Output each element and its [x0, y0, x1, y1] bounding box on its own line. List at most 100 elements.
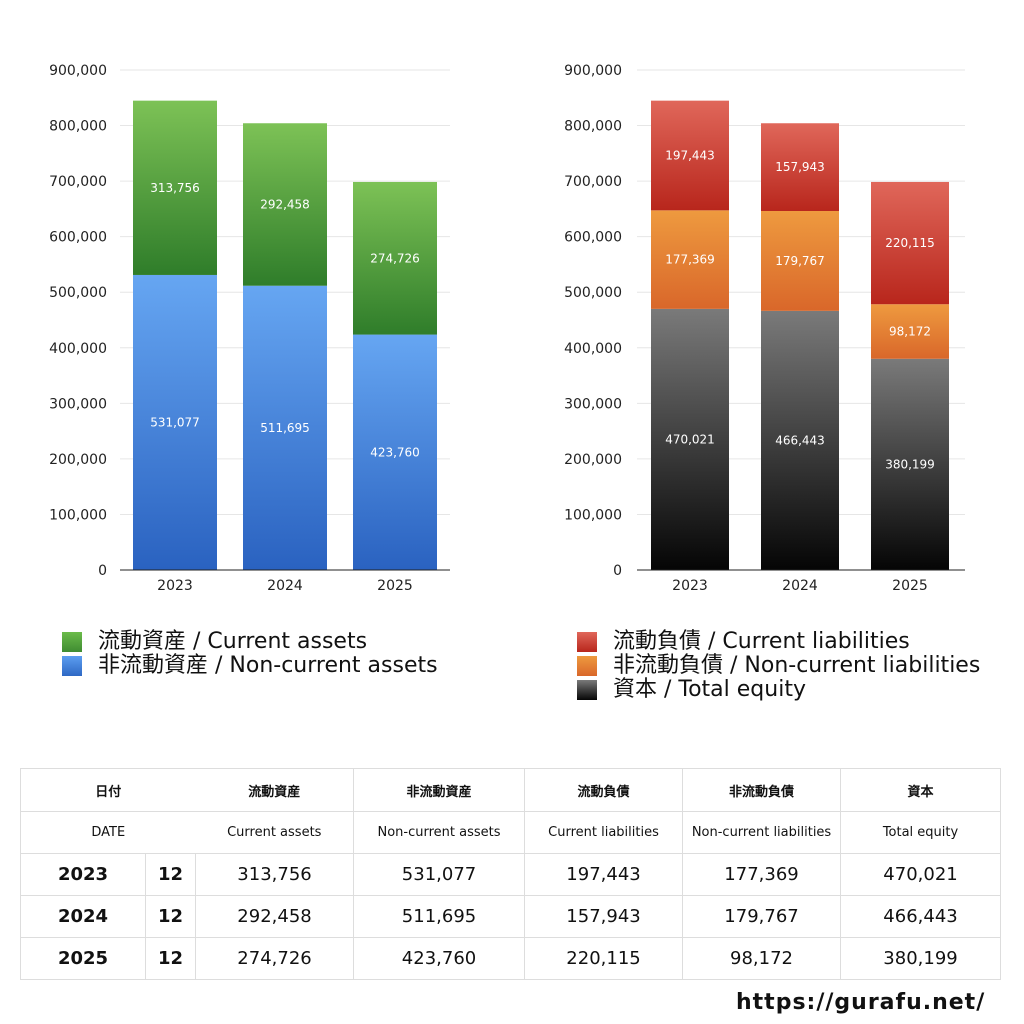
table-header-cell: 資本 — [840, 768, 1002, 812]
bar-segment — [871, 181, 949, 305]
table-header-cell: Non-current assets — [353, 811, 526, 854]
legend-liabilities-equity: 流動負債 / Current liabilities 非流動負債 / Non-c… — [577, 630, 980, 702]
legend-label: 流動資産 / Current assets — [98, 629, 368, 654]
y-tick-label: 500,000 — [49, 285, 107, 301]
y-tick-label: 100,000 — [49, 507, 107, 523]
y-tick-label: 300,000 — [49, 396, 107, 412]
bar-segment — [243, 285, 327, 570]
x-tick-label: 2024 — [782, 578, 818, 594]
table-header-cell: Total equity — [840, 811, 1002, 854]
bar-segment — [243, 123, 327, 286]
table-cell: 177,369 — [682, 853, 842, 896]
bar-segment — [353, 181, 437, 335]
legend-label: 流動負債 / Current liabilities — [613, 629, 910, 654]
legend-swatch — [62, 656, 82, 676]
table-cell: 466,443 — [840, 895, 1002, 938]
bar-segment — [133, 100, 217, 275]
y-tick-label: 600,000 — [49, 230, 107, 246]
table-cell: 197,443 — [524, 853, 684, 896]
table-header-cell: Non-current liabilities — [682, 811, 842, 854]
bar-segment — [651, 100, 729, 211]
table-header-jp: 日付 流動資産 非流動資産 流動負債 非流動負債 資本 — [19, 768, 1002, 812]
legend-swatch — [577, 656, 597, 676]
legend-swatch — [62, 632, 82, 652]
table-header-cell: 日付 — [19, 768, 196, 812]
bar-segment — [651, 308, 729, 570]
data-label: 511,695 — [260, 421, 310, 435]
y-tick-label: 900,000 — [564, 63, 622, 79]
bar-segment — [761, 310, 839, 570]
data-label: 313,756 — [150, 181, 200, 195]
bar-segment — [871, 304, 949, 359]
table-row: 2025 12 274,726 423,760 220,115 98,172 3… — [20, 937, 1002, 980]
table-cell-month: 12 — [144, 895, 197, 938]
data-label: 380,199 — [885, 457, 935, 471]
legend-label: 資本 / Total equity — [613, 677, 806, 702]
legend-swatch — [577, 632, 597, 652]
data-label: 423,760 — [370, 445, 420, 459]
legend-swatch — [577, 680, 597, 700]
table-cell: 292,458 — [195, 895, 355, 938]
table-cell: 274,726 — [195, 937, 355, 980]
y-tick-label: 100,000 — [564, 507, 622, 523]
table-cell: 220,115 — [524, 937, 684, 980]
x-tick-label: 2025 — [892, 578, 928, 594]
x-tick-label: 2024 — [267, 578, 303, 594]
legend-label: 非流動資産 / Non-current assets — [98, 653, 438, 678]
legend-item-current-liabilities: 流動負債 / Current liabilities — [577, 630, 980, 654]
data-table-wrapper: 日付 流動資産 非流動資産 流動負債 非流動負債 資本 DATE Current… — [19, 768, 1002, 980]
table-cell-year: 2024 — [20, 895, 146, 938]
table-cell: 423,760 — [353, 937, 526, 980]
table-cell-year: 2025 — [20, 937, 146, 980]
charts-canvas: 900,000 800,000 700,000 600,000 500,000 400,0… — [49, 63, 965, 594]
legend-item-non-current-liabilities: 非流動負債 / Non-current liabilities — [577, 654, 980, 678]
table-header-cell: 流動負債 — [524, 768, 684, 812]
table-header-cell: Current assets — [195, 811, 355, 854]
table-cell: 511,695 — [353, 895, 526, 938]
data-label: 292,458 — [260, 197, 310, 211]
data-label: 98,172 — [889, 325, 931, 339]
y-tick-label: 900,000 — [49, 63, 107, 79]
y-tick-label: 700,000 — [564, 174, 622, 190]
legend-item-total-equity: 資本 / Total equity — [577, 678, 980, 702]
y-tick-label: 200,000 — [564, 452, 622, 468]
footer-url[interactable]: https://gurafu.net/ — [736, 990, 986, 1015]
bar-segment — [651, 210, 729, 309]
x-tick-label: 2023 — [672, 578, 708, 594]
data-label: 466,443 — [775, 433, 825, 447]
y-tick-label: 800,000 — [49, 119, 107, 135]
data-table: 日付 流動資産 非流動資産 流動負債 非流動負債 資本 DATE Current… — [19, 768, 1002, 980]
y-tick-label: 0 — [613, 563, 622, 579]
y-tick-label: 0 — [98, 563, 107, 579]
table-row: 2024 12 292,458 511,695 157,943 179,767 … — [20, 895, 1002, 938]
data-label: 179,767 — [775, 254, 825, 268]
y-tick-label: 400,000 — [564, 341, 622, 357]
table-header-cell: 非流動負債 — [682, 768, 842, 812]
table-cell-month: 12 — [144, 937, 197, 980]
y-tick-label: 400,000 — [49, 341, 107, 357]
table-header-en: DATE Current assets Non-current assets C… — [19, 811, 1002, 854]
table-cell: 313,756 — [195, 853, 355, 896]
table-cell-year: 2023 — [20, 853, 146, 896]
data-label: 197,443 — [665, 148, 715, 162]
bar-segment — [133, 274, 217, 570]
data-label: 470,021 — [665, 432, 715, 446]
bar-segment — [761, 123, 839, 211]
bar-segment — [761, 210, 839, 311]
chart-liabilities-equity: 900,000 800,000 700,000 600,000 500,000 400,0… — [564, 63, 965, 594]
table-cell: 179,767 — [682, 895, 842, 938]
x-tick-label: 2023 — [157, 578, 193, 594]
table-cell: 470,021 — [840, 853, 1002, 896]
bar-segment — [353, 334, 437, 570]
table-header-cell: 非流動資産 — [353, 768, 526, 812]
table-header-cell: DATE — [19, 811, 196, 854]
table-cell: 531,077 — [353, 853, 526, 896]
y-tick-label: 300,000 — [564, 396, 622, 412]
table-cell: 98,172 — [682, 937, 842, 980]
legend-item-non-current-assets: 非流動資産 / Non-current assets — [62, 654, 438, 678]
bar-segment — [871, 358, 949, 570]
legend-label: 非流動負債 / Non-current liabilities — [613, 653, 981, 678]
legend-assets: 流動資産 / Current assets 非流動資産 / Non-curren… — [62, 630, 438, 678]
y-tick-label: 600,000 — [564, 230, 622, 246]
x-tick-label: 2025 — [377, 578, 413, 594]
